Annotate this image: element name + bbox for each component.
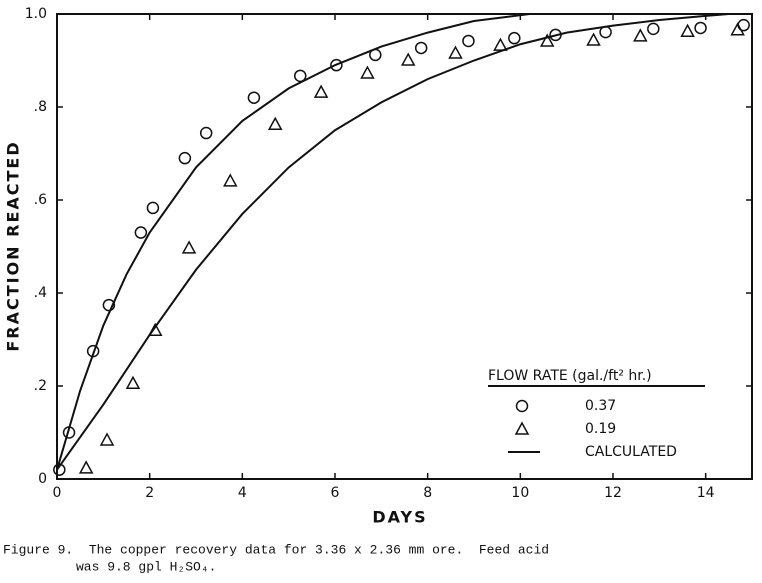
y-tick-label: 1.0 [25,6,47,22]
x-tick-label: 2 [145,485,154,501]
x-tick-label: 4 [238,485,247,501]
data-point [199,126,213,140]
data-point [147,322,163,336]
data-point [267,116,283,130]
data-point [462,34,475,48]
legend-title: FLOW RATE (gal./ft² hr.) [488,368,652,384]
data-point [53,463,66,476]
y-tick-label: .4 [34,285,47,301]
plot-frame [56,13,753,480]
data-point [730,22,745,36]
data-point [134,226,148,239]
data-point [539,33,555,47]
x-tick-label: 0 [53,485,62,501]
x-tick-label: 14 [697,485,715,501]
data-point [62,426,76,439]
x-tick-label: 8 [423,485,432,501]
caption: Figure 9. The copper recovery data for 3… [3,542,549,557]
data-point [448,45,463,59]
y-axis-label: FRACTION REACTED [4,140,23,351]
data-point [647,22,660,36]
data-point [694,21,707,35]
data-point [223,173,238,187]
x-tick-label: 6 [331,485,340,501]
caption: was 9.8 gpl H₂SO₄. [76,559,216,574]
legend-label: CALCULATED [585,444,677,460]
data-point [400,52,416,66]
data-point [78,460,94,474]
data-point [360,65,375,79]
data-point [369,48,382,62]
data-point [633,28,648,42]
data-point [247,91,261,104]
legend-label: 0.37 [585,398,616,414]
data-point [680,23,695,37]
data-point [86,344,100,358]
data-point [125,375,141,389]
data-point [178,151,192,165]
data-point [586,32,601,46]
data-point [99,432,115,446]
data-point [330,58,343,72]
data-point [294,69,307,83]
x-tick-label: 10 [511,485,529,501]
data-point [414,41,428,55]
y-tick-label: .2 [34,378,47,394]
y-tick-label: .8 [34,99,47,115]
data-point [181,240,197,254]
x-axis-label: DAYS [372,508,427,527]
data-point [102,298,116,312]
legend-marker [514,421,530,435]
fit-line [56,13,530,470]
data-point [493,37,508,51]
legend-label: 0.19 [585,421,616,437]
x-tick-label: 12 [604,485,622,501]
y-tick-label: 0 [38,471,47,487]
fit-line [56,13,729,471]
legend-marker [515,399,529,413]
data-point [508,31,521,45]
data-point [313,84,329,98]
data-point [146,201,160,215]
y-tick-label: .6 [34,192,47,208]
